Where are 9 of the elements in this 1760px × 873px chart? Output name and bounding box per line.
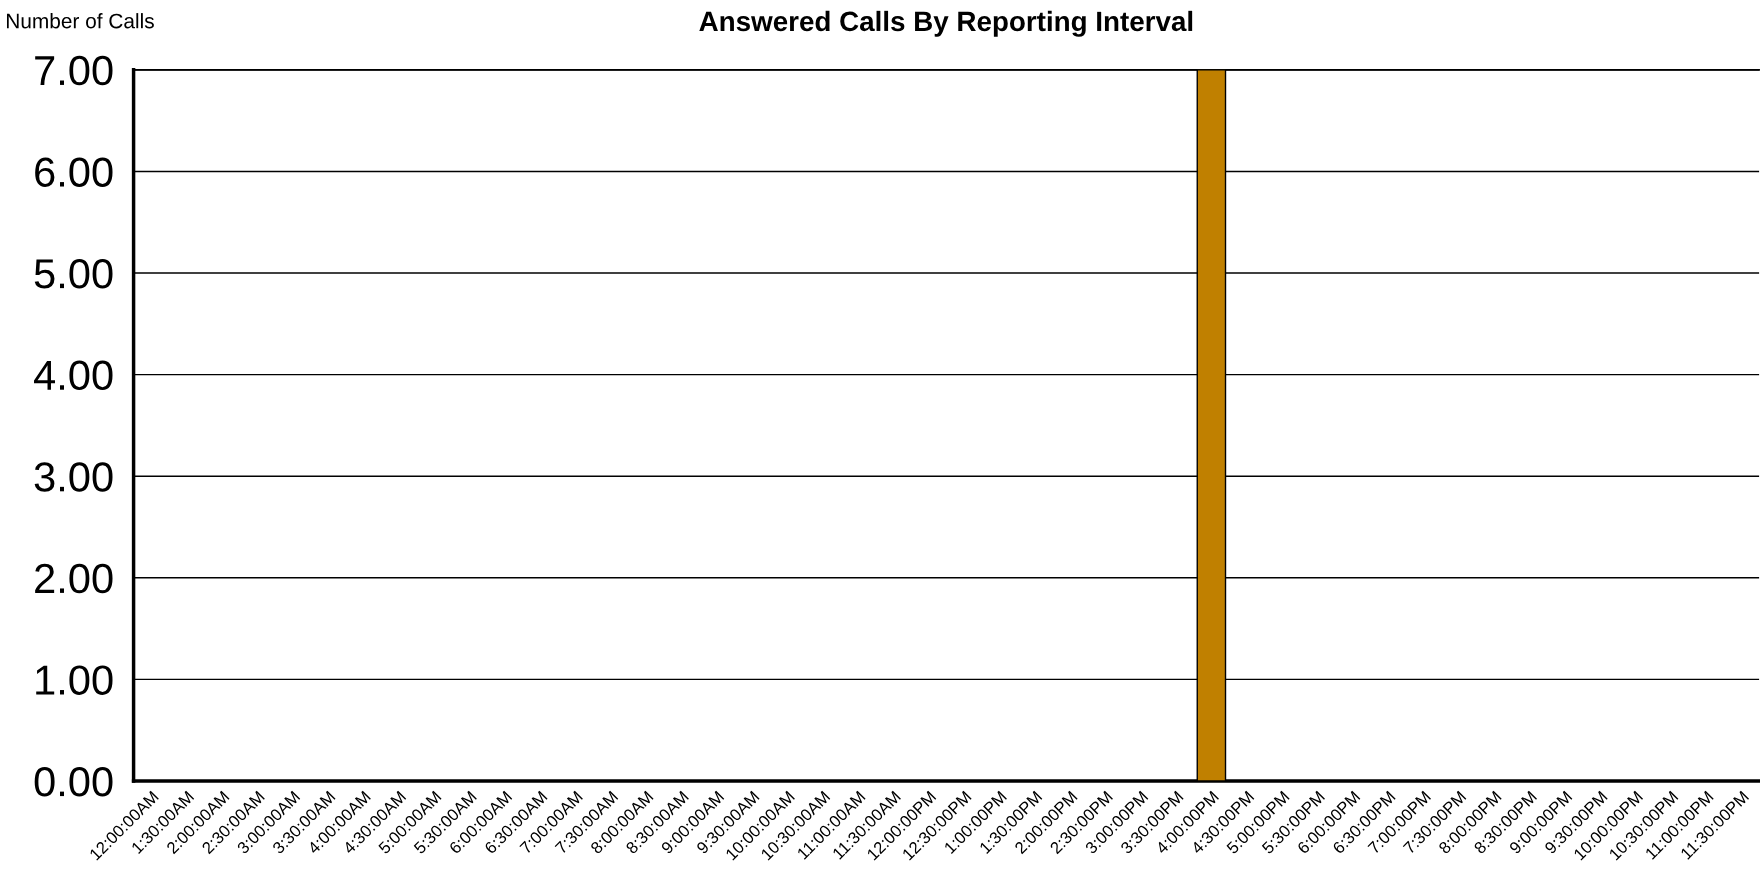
y-tick-label: 1.00	[36, 665, 113, 695]
chart-title: Answered Calls By Reporting Interval	[699, 10, 1193, 37]
y-tick-label: 7.00	[35, 55, 113, 86]
y-axis-title: Number of Calls	[6, 13, 154, 29]
y-tick-label: 3.00	[34, 462, 113, 492]
y-tick-label: 4.00	[34, 360, 113, 391]
y-tick-label: 2.00	[35, 563, 113, 594]
y-tick-label: 6.00	[35, 157, 113, 187]
y-tick-label: 5.00	[34, 259, 113, 289]
